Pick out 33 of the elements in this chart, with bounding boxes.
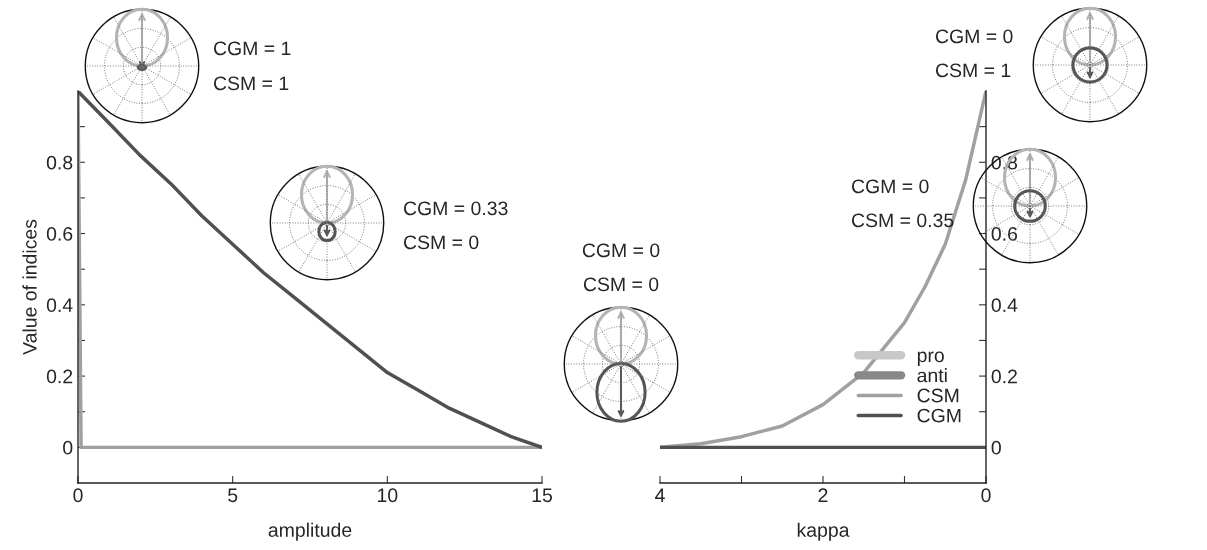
y-axis-title: Value of indices [22,219,37,355]
y-tick-label: 0.4 [991,298,1018,313]
legend-label: CGM [917,408,961,423]
y-tick-label: 0.6 [991,227,1018,241]
x-axis-title: amplitude [268,522,352,541]
annotation: CGM = 0.33 [403,201,508,216]
x-tick-label: 0 [73,488,83,503]
legend-label: pro [917,351,944,367]
text: CGM = 0 [582,243,660,258]
x-tick-label: 4 [655,488,665,502]
text: CSM = 0 [583,277,659,292]
text: CGM = 1 [213,41,291,56]
y-tick-label: 0.2 [991,369,1017,384]
legend-label: anti [917,368,947,383]
y-tick-label: 0.4 [46,298,73,313]
x-tick-label: 2 [818,488,828,502]
annotation: CGM = 0 [851,179,929,194]
legend-label: CSM [917,388,959,403]
x-tick-label: 10 [378,488,398,503]
x-tick-label: 15 [532,488,552,503]
annotation: CSM = 0.35 [851,213,954,228]
y-tick-label: 0.6 [46,227,73,241]
text: CSM = 1 [935,63,1011,78]
x-axis-title: kappa [797,522,850,541]
annotation: CSM = 0 [403,235,479,250]
x-tick-label: 0 [981,488,991,503]
y-tick-label: 0.8 [46,155,73,170]
text: CGM = 0 [935,29,1013,44]
y-tick-label: 0 [63,440,73,455]
x-tick-label: 5 [228,488,238,503]
text: CSM = 1 [213,76,289,91]
y-tick-label: 0.2 [46,369,73,384]
y-tick-label: 0 [991,440,1001,455]
